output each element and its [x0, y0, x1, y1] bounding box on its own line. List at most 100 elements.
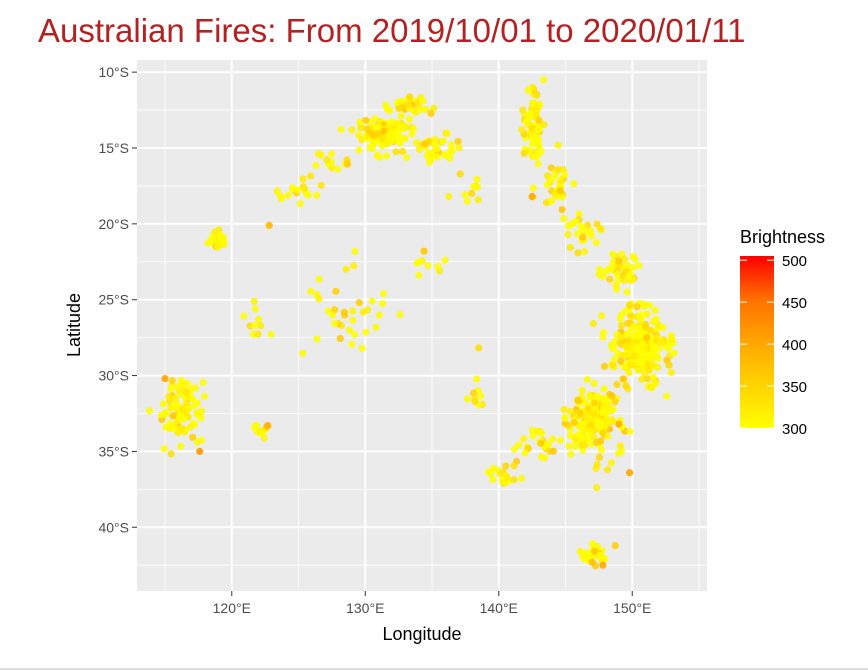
- fire-point: [614, 349, 622, 357]
- fire-point: [260, 434, 268, 442]
- fire-point: [328, 164, 336, 172]
- fire-point: [596, 551, 605, 559]
- legend-tick-label: 400: [782, 337, 807, 354]
- fire-point: [345, 326, 353, 334]
- fire-point: [349, 316, 357, 324]
- fire-point: [583, 414, 591, 423]
- fire-point: [598, 312, 606, 320]
- fire-point: [616, 442, 624, 450]
- fire-point: [520, 435, 528, 443]
- fire-point: [570, 180, 578, 188]
- fire-point: [600, 385, 608, 393]
- legend-tick-label: 300: [782, 421, 807, 438]
- x-axis: 120°E 130°E 140°E 150°E: [213, 591, 651, 616]
- fire-point: [362, 116, 370, 124]
- fire-point: [623, 343, 632, 351]
- fire-point: [486, 469, 495, 477]
- fire-point: [626, 311, 635, 319]
- fire-point: [424, 262, 432, 270]
- fire-point: [607, 407, 616, 415]
- fire-point: [659, 323, 667, 331]
- fire-point: [510, 462, 518, 470]
- fire-point: [427, 109, 435, 118]
- fire-point: [439, 137, 447, 145]
- y-tick-label: 35°S: [98, 443, 129, 459]
- fire-point: [456, 170, 464, 178]
- fire-point: [420, 247, 428, 255]
- fire-point: [665, 361, 673, 369]
- fire-point: [447, 148, 455, 156]
- fire-point: [403, 154, 411, 162]
- fire-point: [167, 450, 175, 458]
- fire-point: [611, 542, 619, 550]
- fire-point: [170, 422, 178, 430]
- fire-point: [348, 340, 356, 348]
- fire-point: [430, 104, 438, 112]
- fire-point: [578, 441, 586, 449]
- fire-point: [441, 256, 449, 264]
- fire-point: [378, 135, 386, 143]
- fire-point: [433, 145, 441, 153]
- fire-point: [358, 136, 366, 144]
- fire-point: [638, 311, 646, 319]
- fire-point: [623, 288, 631, 296]
- fire-point: [186, 423, 194, 431]
- fire-point: [218, 232, 226, 240]
- fire-point: [388, 118, 396, 126]
- fire-point: [537, 439, 545, 447]
- fire-point: [596, 225, 605, 233]
- fire-point: [646, 301, 654, 309]
- fire-point: [590, 379, 598, 388]
- fire-point: [528, 192, 536, 201]
- fire-point: [609, 250, 617, 258]
- fire-point: [554, 166, 562, 174]
- fire-point: [312, 161, 320, 169]
- fire-point: [640, 300, 648, 308]
- fire-point: [589, 320, 598, 328]
- fire-point: [191, 402, 199, 410]
- fire-point: [573, 230, 582, 238]
- fire-point: [328, 150, 336, 158]
- fire-point: [609, 345, 617, 353]
- fire-point: [160, 445, 168, 453]
- fire-point: [177, 424, 186, 432]
- fire-point: [401, 135, 409, 143]
- fire-point: [613, 270, 621, 278]
- fire-point: [548, 197, 556, 205]
- fire-point: [473, 175, 481, 183]
- fire-point: [461, 191, 469, 199]
- fire-point: [167, 385, 175, 393]
- fire-point: [619, 375, 627, 383]
- fire-point: [430, 139, 438, 148]
- fire-point: [379, 300, 387, 308]
- fire-point: [599, 408, 607, 416]
- fire-point: [257, 322, 265, 330]
- fire-point: [332, 287, 340, 295]
- fire-point: [331, 306, 339, 314]
- fire-point: [580, 248, 589, 256]
- fire-point: [584, 405, 593, 413]
- fire-point: [670, 349, 678, 357]
- fire-point: [193, 438, 202, 446]
- y-tick-label: 10°S: [98, 64, 129, 80]
- fire-point: [510, 445, 518, 453]
- fire-point: [178, 379, 186, 387]
- fire-point: [614, 277, 622, 285]
- fire-point: [554, 141, 562, 149]
- fire-point: [593, 484, 601, 492]
- y-tick-label: 40°S: [98, 519, 129, 535]
- fire-point: [471, 397, 479, 406]
- fire-point: [250, 424, 258, 432]
- fire-point: [170, 401, 179, 409]
- fire-point: [165, 393, 173, 401]
- fire-point: [603, 466, 612, 474]
- fire-point: [575, 210, 583, 218]
- fire-point: [564, 421, 572, 430]
- fire-point: [434, 262, 442, 271]
- fire-point: [409, 124, 417, 133]
- fire-point: [177, 442, 185, 450]
- fire-point: [567, 450, 575, 458]
- fire-point: [337, 125, 345, 133]
- fire-point: [641, 323, 649, 331]
